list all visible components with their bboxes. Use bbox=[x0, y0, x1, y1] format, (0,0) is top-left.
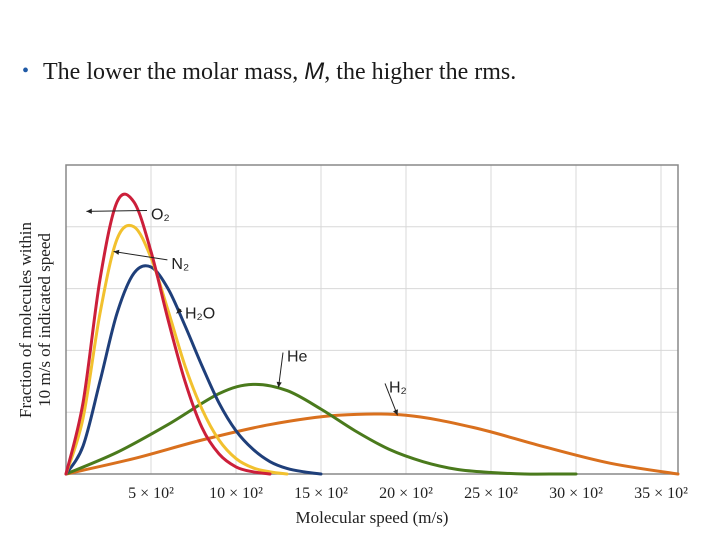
annotation-arrowhead bbox=[393, 409, 398, 416]
curve-label-h2o: H₂O bbox=[185, 305, 215, 322]
speed-distribution-chart: O₂ N₂ H₂O He H₂ 5 × 10² 10 × 10² 15 × 10² 20 × … bbox=[16, 164, 688, 527]
annotation-arrowhead bbox=[86, 208, 92, 214]
curve-annotations: O₂ N₂ H₂O He H₂ bbox=[86, 206, 407, 416]
x-axis-title: Molecular speed (m/s) bbox=[296, 508, 449, 527]
bullet-var-m: M bbox=[304, 58, 325, 85]
curve-label-o2: O₂ bbox=[151, 206, 170, 223]
x-tick-label: 25 × 10² bbox=[464, 485, 518, 502]
y-axis-title-line2: 10 m/s of indicated speed bbox=[35, 233, 54, 407]
curve-h2o bbox=[64, 264, 323, 476]
annotation-arrowhead bbox=[276, 381, 282, 388]
curves bbox=[64, 192, 680, 476]
curve-label-h2: H₂ bbox=[389, 379, 407, 396]
x-tick-label: 10 × 10² bbox=[209, 485, 263, 502]
annotation-leader bbox=[86, 209, 148, 212]
curve-label-he: He bbox=[287, 349, 308, 366]
x-tick-labels: 5 × 10² 10 × 10² 15 × 10² 20 × 10² 25 × 10² 3… bbox=[128, 485, 688, 502]
curve-o2 bbox=[64, 192, 272, 476]
bullet-text-end: , the higher the rms. bbox=[324, 59, 517, 85]
annotation-leader bbox=[113, 251, 168, 261]
bullet-text-start: The lower the molar mass, bbox=[43, 59, 305, 85]
curve-he bbox=[64, 382, 578, 476]
curve-label-n2: N₂ bbox=[171, 256, 189, 273]
annotation-leader bbox=[278, 352, 284, 388]
x-tick-label: 30 × 10² bbox=[549, 485, 603, 502]
annotation-leader bbox=[384, 383, 398, 416]
curve-h2 bbox=[64, 412, 680, 476]
grid-lines bbox=[66, 165, 678, 474]
x-tick-label: 5 × 10² bbox=[128, 485, 174, 502]
x-tick-label: 20 × 10² bbox=[379, 485, 433, 502]
slide-bullet-text: • The lower the molar mass, M, the higher… bbox=[22, 58, 516, 86]
annotation-arrowhead bbox=[176, 307, 183, 314]
plot-frame bbox=[65, 164, 679, 475]
x-tick-label: 15 × 10² bbox=[294, 485, 348, 502]
x-tick-label: 35 × 10² bbox=[634, 485, 688, 502]
annotation-arrowhead bbox=[113, 249, 120, 255]
curve-n2 bbox=[64, 223, 289, 476]
y-axis-title-line1: Fraction of molecules within bbox=[16, 222, 35, 418]
bullet-point: • bbox=[22, 60, 30, 82]
